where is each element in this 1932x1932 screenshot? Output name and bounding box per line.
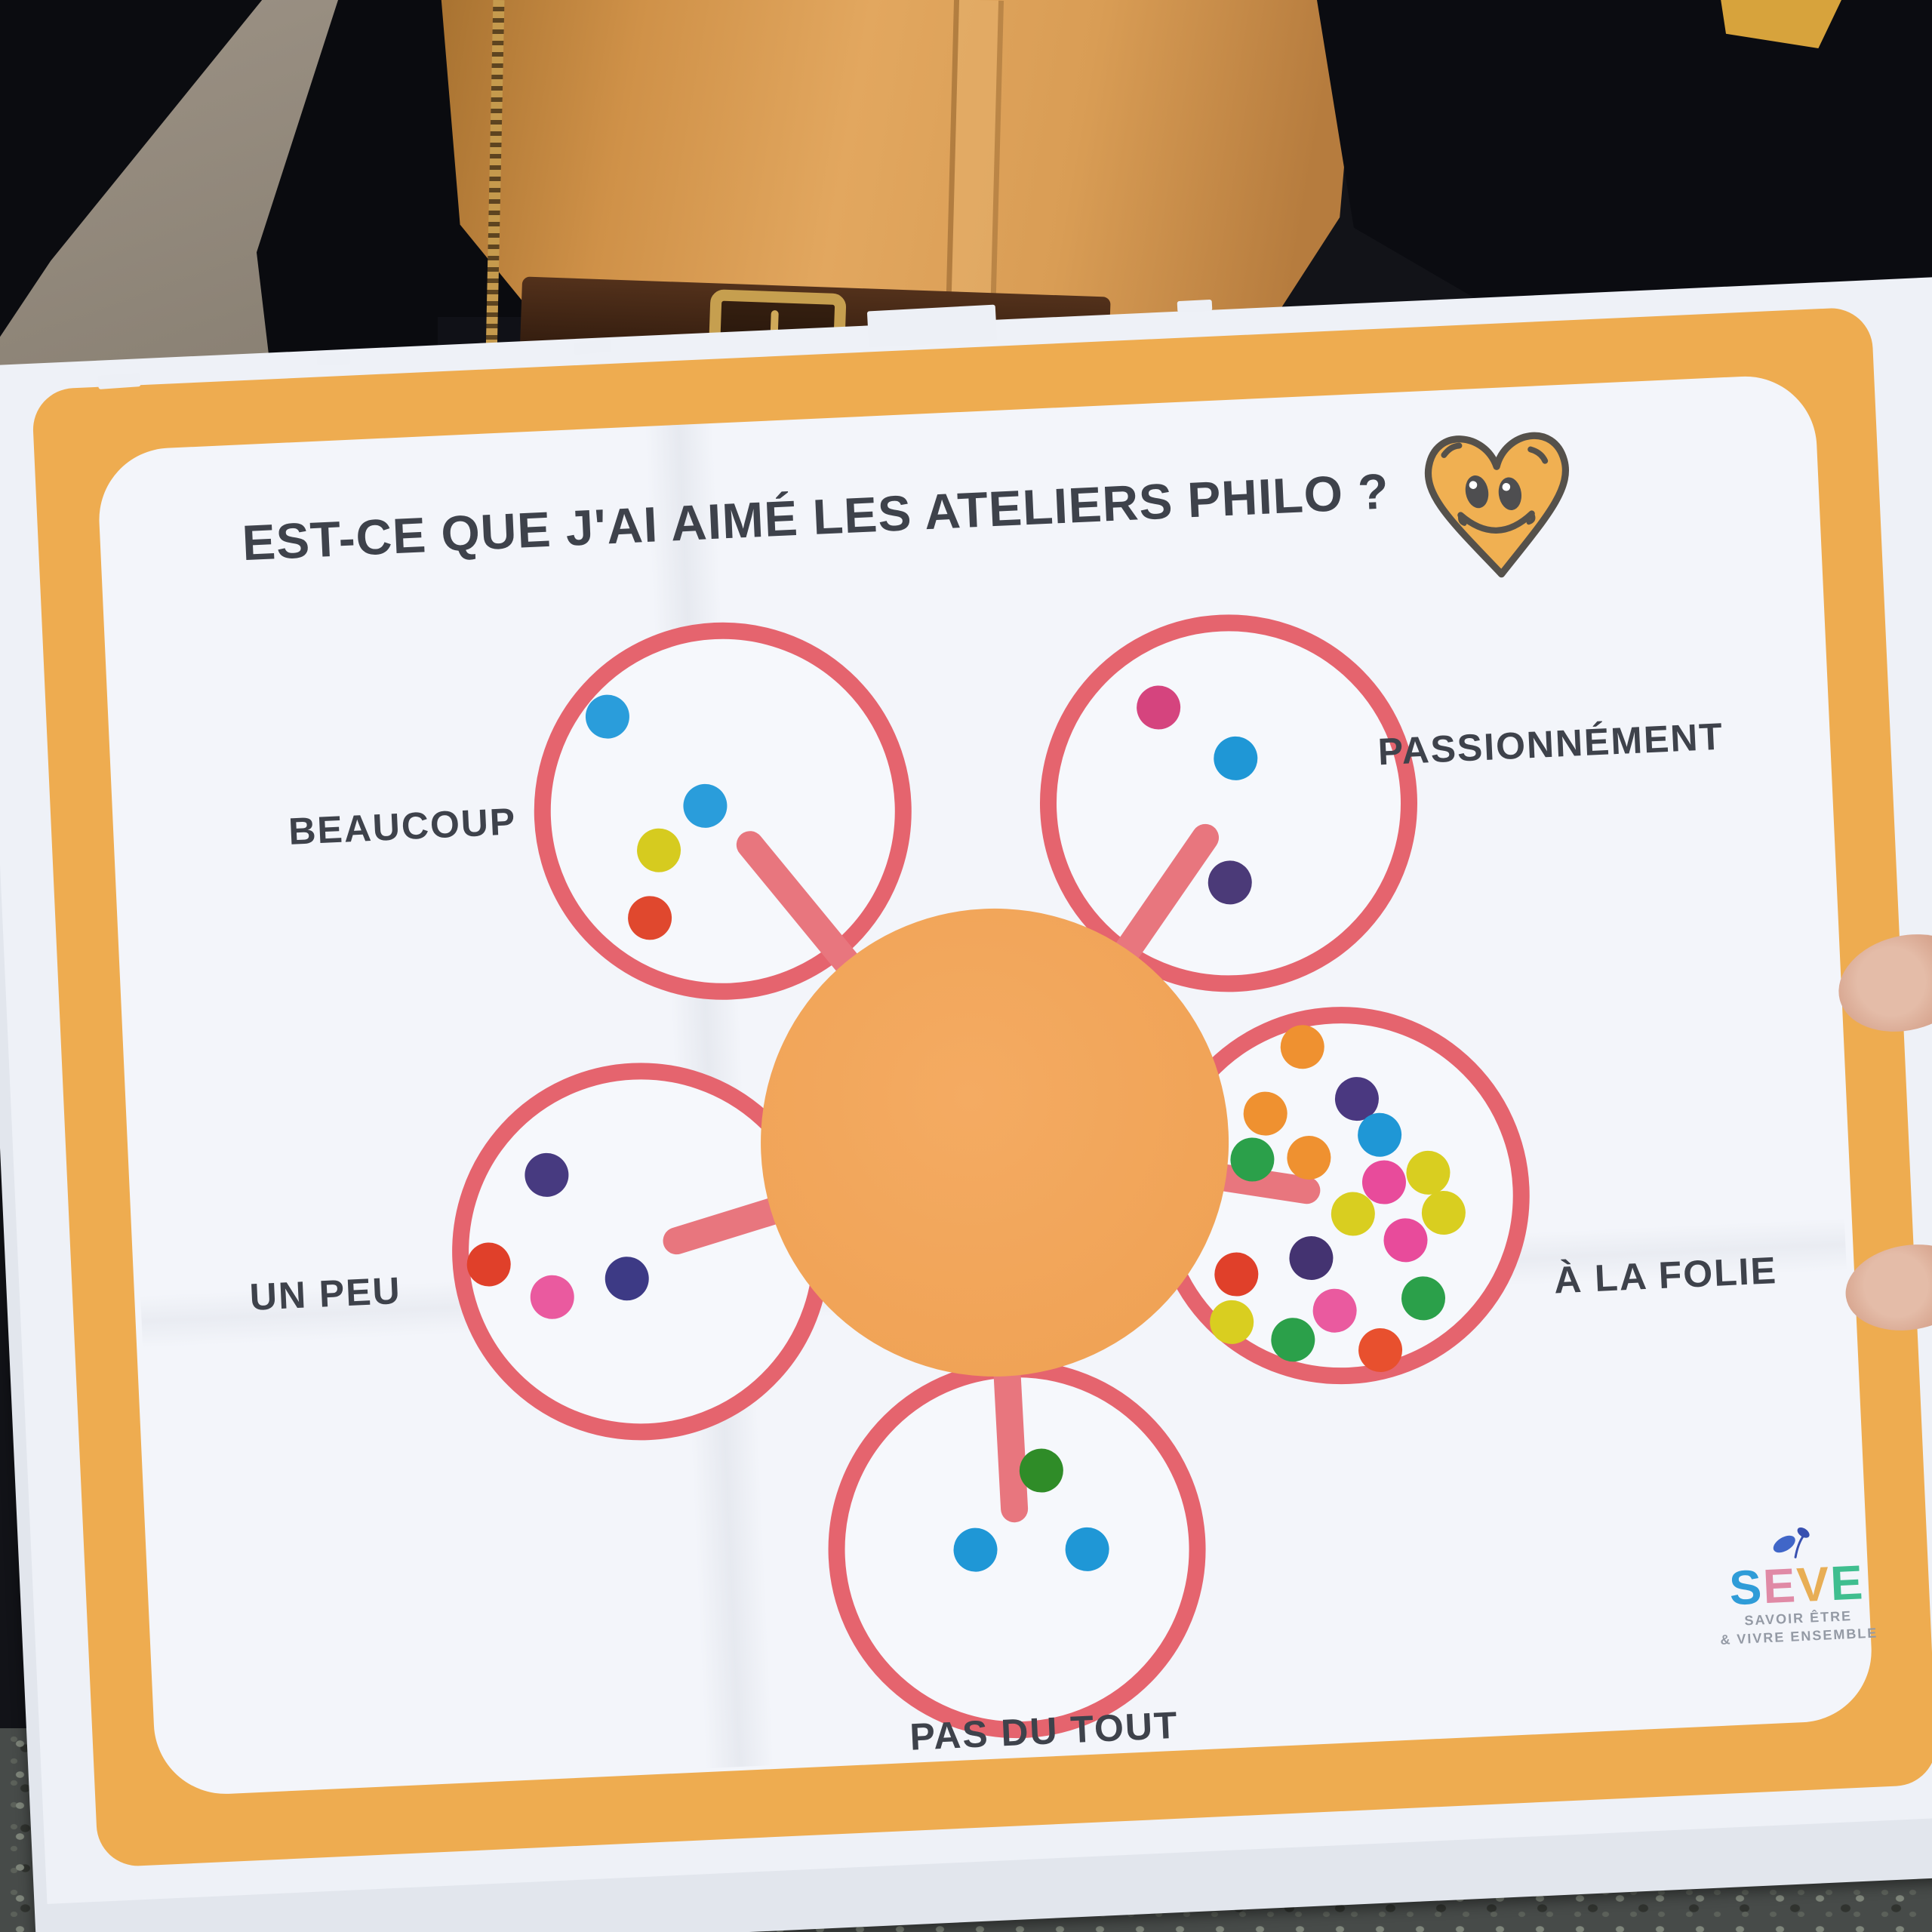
smiling-heart-icon [1424,432,1569,578]
sticker-dot-a-la-folie [1270,1316,1316,1363]
torn-paper-edge [1177,299,1213,313]
sticker-dot-pas-du-tout [1018,1447,1065,1494]
sticker-dot-un-peu [604,1255,651,1302]
sticker-dot-pas-du-tout [1064,1526,1110,1573]
sticker-dot-a-la-folie [1405,1149,1451,1196]
label-un-peu: UN PEU [248,1269,402,1318]
sticker-dot-un-peu [529,1274,576,1321]
sticker-dot-un-peu [524,1152,570,1198]
sticker-dot-a-la-folie [1208,1299,1255,1346]
sticker-dot-a-la-folie [1357,1327,1404,1374]
sticker-dot-a-la-folie [1356,1112,1403,1158]
sticker-dot-un-peu [466,1241,512,1287]
sticker-dot-passionnement [1207,860,1254,906]
seve-logo: SEVE SAVOIR ÊTRE & VIVRE ENSEMBLE [1677,1517,1916,1651]
sticker-dot-passionnement [1135,685,1182,731]
sticker-dot-beaucoup [635,827,682,873]
torn-paper-edge [866,304,998,348]
sticker-dot-beaucoup [682,783,728,829]
survey-poster: EST-CE QUE J'AI AIMÉ LES ATELIERS PHILO … [0,277,1932,1904]
seve-letter: E [1761,1558,1798,1614]
sticker-dot-a-la-folie [1400,1275,1447,1321]
sticker-dot-a-la-folie [1383,1217,1429,1263]
sticker-dot-a-la-folie [1214,1251,1260,1297]
dots-layer [0,277,1932,1904]
sticker-dot-a-la-folie [1288,1235,1334,1281]
sticker-dot-a-la-folie [1312,1287,1358,1334]
seve-leaf-icon [1773,1527,1810,1558]
sticker-dot-a-la-folie [1242,1091,1288,1137]
seve-letter: V [1795,1556,1832,1613]
sticker-dot-a-la-folie [1229,1137,1275,1183]
sticker-dot-a-la-folie [1286,1134,1332,1181]
sticker-dot-a-la-folie [1420,1189,1467,1236]
sticker-dot-beaucoup [626,895,673,941]
sticker-dot-passionnement [1213,735,1259,782]
seve-letter: S [1727,1559,1764,1616]
torn-paper-edge [316,352,351,365]
sticker-dot-a-la-folie [1279,1023,1326,1070]
sticker-dot-pas-du-tout [952,1527,998,1573]
sticker-dot-beaucoup [584,694,631,740]
seve-letter: E [1829,1555,1866,1611]
